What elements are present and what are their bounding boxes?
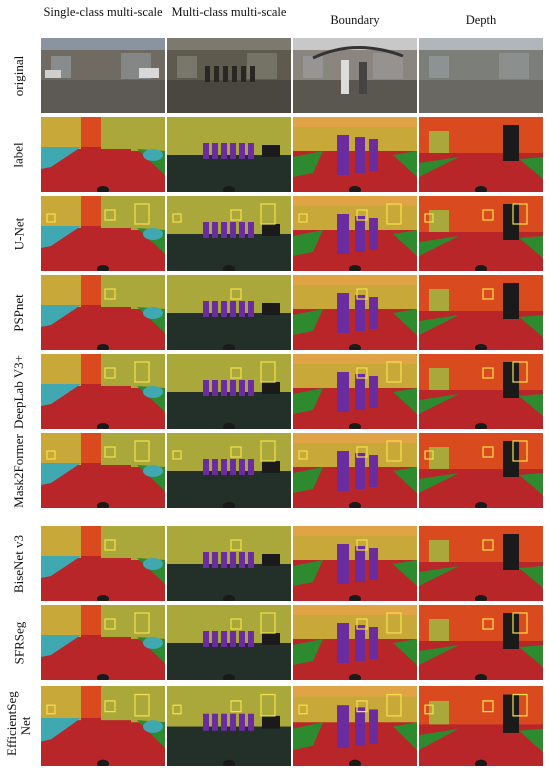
mask2former-single-image [41,433,165,508]
mask2former-boundary-image [293,433,417,508]
column-header-single: Single-class multi-scale [43,5,163,19]
bisenet-depth-image [419,526,543,601]
row-label-label: label [10,141,26,168]
efficientseg-boundary-image [293,686,417,766]
label-boundary-image [293,117,417,192]
unet-multi-image [167,196,291,271]
column-header-multi: Multi-class multi-scale [171,5,287,19]
unet-depth-image [419,196,543,271]
deeplab-boundary-image [293,354,417,429]
bisenet-multi-image [167,526,291,601]
bisenet-boundary-image [293,526,417,601]
sfrseg-multi-image [167,605,291,680]
pspnet-boundary-image [293,275,417,350]
bisenet-single-image [41,526,165,601]
column-header-depth: Depth [465,13,497,27]
row-label-deeplab: DeepLab V3+ [11,354,26,429]
row-label-sfrseg: SFRSeg [11,621,27,664]
efficientseg-single-image [41,686,165,766]
row-label-efficientseg: EfficientSeg Net [4,691,33,756]
deeplab-depth-image [419,354,543,429]
original-single-image [41,38,165,113]
row-label-mask2former: Mask2Former [11,433,27,508]
pspnet-multi-image [167,275,291,350]
sfrseg-single-image [41,605,165,680]
row-label-unet: U-Net [11,217,26,250]
original-depth-image [419,38,543,113]
deeplab-multi-image [167,354,291,429]
original-multi-image [167,38,291,113]
unet-boundary-image [293,196,417,271]
column-header-boundary: Boundary [330,13,380,27]
sfrseg-depth-image [419,605,543,680]
label-multi-image [167,117,291,192]
mask2former-depth-image [419,433,543,508]
unet-single-image [41,196,165,271]
label-depth-image [419,117,543,192]
mask2former-multi-image [167,433,291,508]
deeplab-single-image [41,354,165,429]
pspnet-depth-image [419,275,543,350]
sfrseg-boundary-image [293,605,417,680]
row-label-pspnet: PSPnet [10,293,26,332]
row-label-original: original [11,55,26,96]
label-single-image [41,117,165,192]
row-label-bisenet: BiseNet v3 [11,534,27,593]
efficientseg-depth-image [419,686,543,766]
pspnet-single-image [41,275,165,350]
efficientseg-multi-image [167,686,291,766]
original-boundary-image [293,38,417,113]
